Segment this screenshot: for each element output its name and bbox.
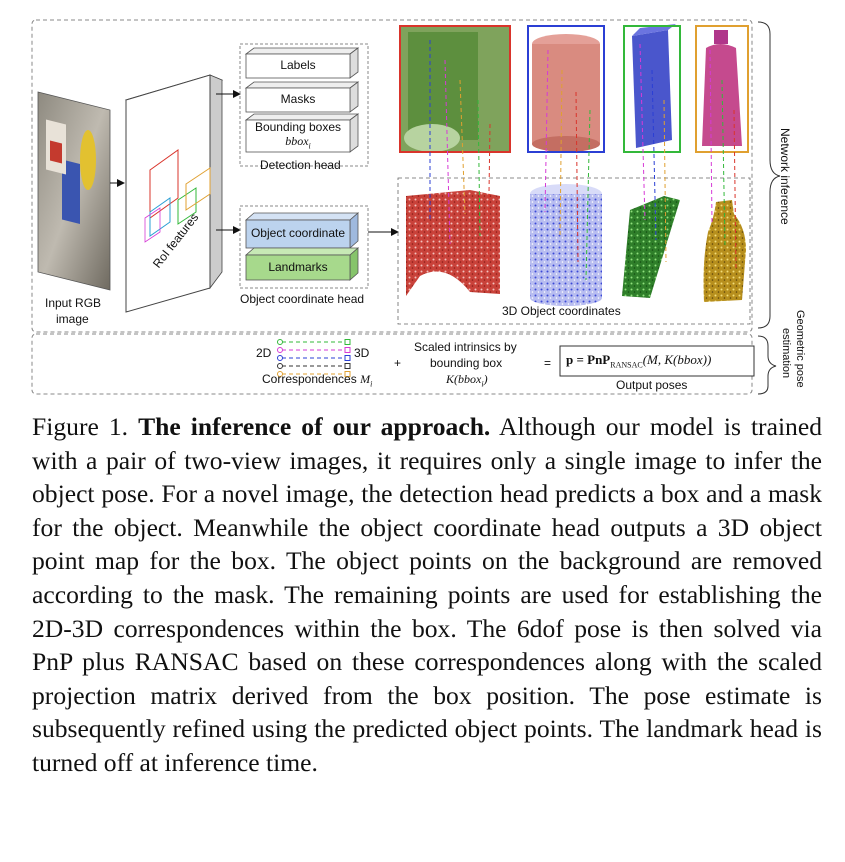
pipeline-figure: Input RGB image RoI features Labels Mask… xyxy=(0,0,845,400)
legend-2d-label: 2D xyxy=(256,346,272,360)
det-masks-label: Masks xyxy=(280,92,316,106)
input-image xyxy=(37,91,111,291)
scaled-intrinsics-math: K(bboxi) xyxy=(446,372,488,389)
scaled-intrinsics-line2: bounding box xyxy=(430,356,503,370)
coords-3d-label: 3D Object coordinates xyxy=(502,304,621,318)
det-bbox-math: bboxi xyxy=(285,134,311,151)
network-inference-label: Network inference xyxy=(778,128,792,225)
point-cloud-blue xyxy=(530,184,602,306)
figure-caption: Figure 1. The inference of our approach.… xyxy=(32,410,822,780)
correspondence-lines xyxy=(429,40,737,281)
legend-3d-label: 3D xyxy=(354,346,370,360)
geometric-pose-label-1: Geometric pose xyxy=(794,310,806,388)
pipeline-diagram xyxy=(31,19,781,395)
scaled-intrinsics-line1: Scaled intrinsics by xyxy=(414,340,517,354)
correspondence-legend xyxy=(282,341,344,375)
detection-crop-green xyxy=(623,24,681,153)
equals-sign: = xyxy=(544,356,552,370)
roi-features-slab xyxy=(124,74,224,313)
detection-head xyxy=(239,43,369,167)
geometric-pose-label-2: estimation xyxy=(780,328,792,379)
output-pose-box xyxy=(559,345,755,377)
det-labels-label: Labels xyxy=(280,58,316,72)
caption-body: Although our model is trained with a pai… xyxy=(32,412,823,777)
brace-network xyxy=(757,21,781,329)
point-cloud-red xyxy=(406,190,500,296)
detection-head-title: Detection head xyxy=(260,158,341,172)
input-label-line1: Input RGB xyxy=(45,296,102,310)
input-label-line2: image xyxy=(56,312,89,326)
landmarks-label: Landmarks xyxy=(268,260,328,274)
output-poses-label: Output poses xyxy=(616,378,688,392)
detection-crop-red xyxy=(399,25,511,153)
correspondences-label: Correspondences Mi xyxy=(262,372,373,389)
object-coordinate-head xyxy=(239,205,369,289)
point-cloud-green xyxy=(622,196,680,298)
det-bboxes-label: Bounding boxes xyxy=(254,120,342,134)
caption-title: The inference of our approach. xyxy=(138,412,491,441)
caption-prefix: Figure 1. xyxy=(32,412,129,441)
coords-3d-frame xyxy=(397,177,751,325)
pose-formula: p = PnPRANSAC(M, K(bbox)) xyxy=(566,352,712,370)
object-coordinate-head-title: Object coordinate head xyxy=(240,292,365,306)
network-frame xyxy=(31,19,753,333)
object-coordinate-label: Object coordinate xyxy=(250,226,346,240)
plus-sign: + xyxy=(394,356,402,370)
detection-crop-blue xyxy=(527,25,605,153)
brace-geometric xyxy=(757,335,777,395)
